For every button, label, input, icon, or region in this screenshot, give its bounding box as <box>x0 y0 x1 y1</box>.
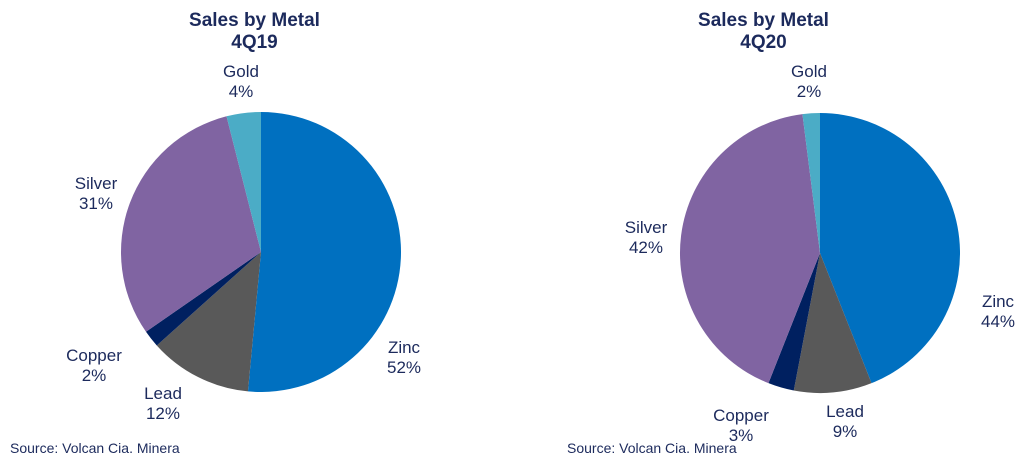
pie-slice-gold <box>802 112 820 253</box>
slice-label-gold: Gold 2% <box>791 62 827 102</box>
slice-label-silver: Silver 31% <box>75 174 118 214</box>
slice-label-value: 2% <box>796 82 822 101</box>
chart-title: Sales by Metal 4Q20 <box>509 10 1018 54</box>
slice-label-value: 52% <box>386 358 422 377</box>
pie-chart-4q20: Sales by Metal 4Q20 Zinc 44% Lead 9% Copper 3… <box>509 0 1018 461</box>
slice-label-name: Lead <box>826 402 864 421</box>
slice-label-zinc: Zinc 44% <box>981 292 1015 332</box>
pie-slice-copper <box>145 252 261 346</box>
slice-label-value: 44% <box>980 312 1016 331</box>
pie-chart-4q19: Sales by Metal 4Q19 Zinc 52% Lead 12% Copper… <box>0 10 509 456</box>
slice-label-name: Gold <box>791 62 827 81</box>
slice-label-lead: Lead 12% <box>144 384 182 424</box>
slice-label-value: 3% <box>728 426 754 445</box>
slice-label-name: Silver <box>624 218 668 237</box>
pie-slice-zinc <box>247 112 402 392</box>
slice-label-value: 2% <box>81 366 107 385</box>
source-note: Source: Volcan Cia. Minera <box>10 440 180 456</box>
pie-slice-gold <box>226 112 261 252</box>
pie-svg <box>120 112 402 392</box>
slice-label-name: Copper <box>66 346 122 365</box>
chart-subtitle: 4Q20 <box>740 32 787 53</box>
slice-label-name: Zinc <box>387 338 421 357</box>
chart-title: Sales by Metal 4Q19 <box>0 10 509 54</box>
slice-label-copper: Copper 2% <box>66 346 122 386</box>
pie-slice-zinc <box>820 112 961 384</box>
pie-slice-copper <box>768 253 820 391</box>
slice-label-value: 12% <box>145 404 181 423</box>
chart-subtitle: 4Q19 <box>231 32 278 53</box>
slice-label-silver: Silver 42% <box>625 218 668 258</box>
slice-label-lead: Lead 9% <box>826 402 864 442</box>
slice-label-zinc: Zinc 52% <box>387 338 421 378</box>
pie-slice-lead <box>156 252 261 392</box>
chart-title-main: Sales by Metal <box>189 10 320 31</box>
pie-slice-silver <box>120 116 261 332</box>
slice-label-name: Copper <box>713 406 769 425</box>
slice-label-gold: Gold 4% <box>223 62 259 102</box>
slice-label-value: 4% <box>228 82 254 101</box>
slice-label-name: Zinc <box>981 292 1015 311</box>
chart-title-main: Sales by Metal <box>698 10 829 31</box>
pie-slice-lead <box>793 253 872 394</box>
slice-label-value: 42% <box>628 238 664 257</box>
slice-label-copper: Copper 3% <box>713 406 769 446</box>
slice-label-name: Gold <box>223 62 259 81</box>
pie-svg <box>679 112 961 394</box>
slice-label-value: 31% <box>78 194 114 213</box>
slice-label-name: Lead <box>144 384 182 403</box>
pie-slice-silver <box>679 114 820 384</box>
source-note: Source: Volcan Cia. Minera <box>567 440 737 456</box>
slice-label-value: 9% <box>832 422 858 441</box>
slice-label-name: Silver <box>74 174 118 193</box>
